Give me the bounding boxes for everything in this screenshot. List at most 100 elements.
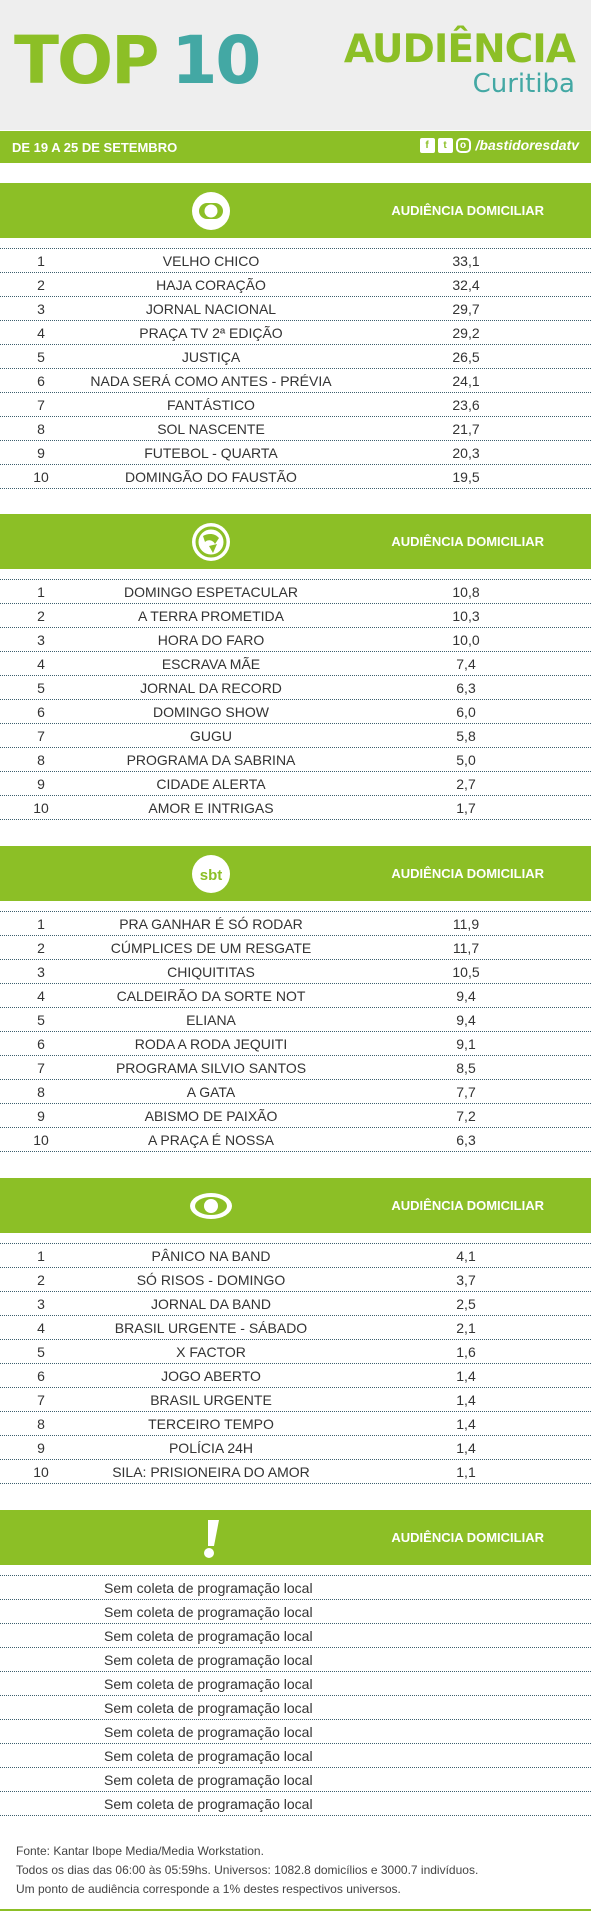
rank-cell: 9 xyxy=(37,1440,45,1456)
table-row: 2 HAJA CORAÇÃO 32,4 xyxy=(0,273,591,297)
source-footer: Fonte: Kantar Ibope Media/Media Workstat… xyxy=(16,1842,478,1899)
audience-value: 10,8 xyxy=(452,584,480,600)
table-row: Sem coleta de programação local xyxy=(0,1648,591,1672)
column-label: AUDIÊNCIA DOMICILIAR xyxy=(391,866,544,881)
table-row: 8 SOL NASCENTE 21,7 xyxy=(0,417,591,441)
audience-value: 5,0 xyxy=(456,752,476,768)
program-name: DOMINGO ESPETACULAR xyxy=(124,584,298,600)
ranking-list: 1 PRA GANHAR É SÓ RODAR 11,9 2 CÚMPLICES DE … xyxy=(0,911,591,1152)
table-row: 4 CALDEIRÃO DA SORTE NOT 9,4 xyxy=(0,984,591,1008)
rank-cell: 10 xyxy=(33,800,49,816)
redetv-exclamation-icon xyxy=(204,1520,219,1558)
rank-cell: 5 xyxy=(37,680,45,696)
table-row: 3 JORNAL DA BAND 2,5 xyxy=(0,1292,591,1316)
audience-value: 2,1 xyxy=(456,1320,476,1336)
rank-cell: 8 xyxy=(37,421,45,437)
no-data-note: Sem coleta de programação local xyxy=(104,1748,313,1764)
no-data-note: Sem coleta de programação local xyxy=(104,1724,313,1740)
instagram-icon[interactable]: o xyxy=(455,137,471,153)
program-name: CHIQUITITAS xyxy=(167,964,255,980)
twitter-icon[interactable]: t xyxy=(437,137,453,153)
program-name: JORNAL NACIONAL xyxy=(145,301,277,317)
table-row: 2 A TERRA PROMETIDA 10,3 xyxy=(0,604,591,628)
no-data-note: Sem coleta de programação local xyxy=(104,1580,313,1596)
table-row: 9 POLÍCIA 24H 1,4 xyxy=(0,1436,591,1460)
table-row: 10 DOMINGÃO DO FAUSTÃO 19,5 xyxy=(0,465,591,489)
rank-cell: 1 xyxy=(37,1248,45,1264)
rank-cell: 6 xyxy=(37,704,45,720)
program-name: POLÍCIA 24H xyxy=(168,1440,254,1456)
program-name: A TERRA PROMETIDA xyxy=(138,608,284,624)
program-name: DOMINGO SHOW xyxy=(153,704,269,720)
table-row: 7 PROGRAMA SILVIO SANTOS 8,5 xyxy=(0,1056,591,1080)
rank-cell: 2 xyxy=(37,1272,45,1288)
program-name: PRAÇA TV 2ª EDIÇÃO xyxy=(139,325,283,341)
program-name: GUGU xyxy=(190,728,232,744)
no-data-note: Sem coleta de programação local xyxy=(104,1652,313,1668)
program-name: PÂNICO NA BAND xyxy=(151,1248,271,1264)
audience-value: 6,3 xyxy=(456,680,476,696)
audience-value: 1,1 xyxy=(456,1464,476,1480)
rank-cell: 1 xyxy=(37,584,45,600)
program-name: SOL NASCENTE xyxy=(157,421,265,437)
channel-section-globo: AUDIÊNCIA DOMICILIAR 1 VELHO CHICO 33,1 2 HA… xyxy=(0,183,591,489)
section-header: AUDIÊNCIA DOMICILIAR xyxy=(0,1178,591,1233)
column-label: AUDIÊNCIA DOMICILIAR xyxy=(391,534,544,549)
rank-cell: 9 xyxy=(37,776,45,792)
audience-value: 9,4 xyxy=(456,1012,476,1028)
date-range: DE 19 A 25 DE SETEMBRO xyxy=(12,140,178,155)
social-handle: /bastidoresdatv xyxy=(475,137,579,153)
page-header: TOP 10 AUDIÊNCIA Curitiba xyxy=(0,0,591,130)
program-name: JORNAL DA RECORD xyxy=(140,680,282,696)
footer-note: Um ponto de audiência corresponde a 1% d… xyxy=(16,1882,401,1896)
section-header: AUDIÊNCIA DOMICILIAR xyxy=(0,1510,591,1565)
table-row: 1 PÂNICO NA BAND 4,1 xyxy=(0,1244,591,1268)
no-data-note: Sem coleta de programação local xyxy=(104,1772,313,1788)
table-row: 7 GUGU 5,8 xyxy=(0,724,591,748)
program-name: CÚMPLICES DE UM RESGATE xyxy=(110,940,312,956)
audience-value: 20,3 xyxy=(452,445,480,461)
table-row: 9 CIDADE ALERTA 2,7 xyxy=(0,772,591,796)
ranking-list: 1 PÂNICO NA BAND 4,1 2 SÓ RISOS - DOMINGO 3,7… xyxy=(0,1243,591,1484)
audience-value: 1,4 xyxy=(456,1416,476,1432)
rank-cell: 2 xyxy=(37,940,45,956)
audience-value: 9,1 xyxy=(456,1036,476,1052)
no-data-note: Sem coleta de programação local xyxy=(104,1676,313,1692)
rank-cell: 5 xyxy=(37,349,45,365)
program-name: HORA DO FARO xyxy=(157,632,265,648)
audience-value: 2,7 xyxy=(456,776,476,792)
footer-source: Fonte: Kantar Ibope Media/Media Workstat… xyxy=(16,1844,264,1858)
audience-value: 4,1 xyxy=(456,1248,476,1264)
table-row: 4 BRASIL URGENTE - SÁBADO 2,1 xyxy=(0,1316,591,1340)
column-label: AUDIÊNCIA DOMICILIAR xyxy=(391,203,544,218)
table-row: 10 SILA: PRISIONEIRA DO AMOR 1,1 xyxy=(0,1460,591,1484)
table-row: 6 NADA SERÁ COMO ANTES - PRÉVIA 24,1 xyxy=(0,369,591,393)
table-row: 8 PROGRAMA DA SABRINA 5,0 xyxy=(0,748,591,772)
audience-value: 33,1 xyxy=(452,253,480,269)
column-label: AUDIÊNCIA DOMICILIAR xyxy=(391,1530,544,1545)
rank-cell: 6 xyxy=(37,1036,45,1052)
column-label: AUDIÊNCIA DOMICILIAR xyxy=(391,1198,544,1213)
rank-cell: 6 xyxy=(37,1368,45,1384)
rank-cell: 5 xyxy=(37,1012,45,1028)
program-name: JORNAL DA BAND xyxy=(150,1296,272,1312)
table-row: 8 TERCEIRO TEMPO 1,4 xyxy=(0,1412,591,1436)
rank-cell: 2 xyxy=(37,608,45,624)
program-name: DOMINGÃO DO FAUSTÃO xyxy=(125,469,297,485)
rank-cell: 3 xyxy=(37,632,45,648)
rank-cell: 4 xyxy=(37,1320,45,1336)
audience-value: 6,0 xyxy=(456,704,476,720)
table-row: 10 A PRAÇA É NOSSA 6,3 xyxy=(0,1128,591,1152)
audience-value: 10,0 xyxy=(452,632,480,648)
social-handles: f t o /bastidoresdatv xyxy=(419,137,579,153)
audience-value: 11,7 xyxy=(452,940,480,956)
audience-value: 9,4 xyxy=(456,988,476,1004)
program-name: NADA SERÁ COMO ANTES - PRÉVIA xyxy=(90,373,332,389)
rank-cell: 1 xyxy=(37,916,45,932)
audience-value: 3,7 xyxy=(456,1272,476,1288)
rank-cell: 7 xyxy=(37,1060,45,1076)
audience-value: 21,7 xyxy=(452,421,480,437)
program-name: A PRAÇA É NOSSA xyxy=(147,1132,275,1148)
program-name: PROGRAMA SILVIO SANTOS xyxy=(115,1060,307,1076)
facebook-icon[interactable]: f xyxy=(419,137,435,153)
